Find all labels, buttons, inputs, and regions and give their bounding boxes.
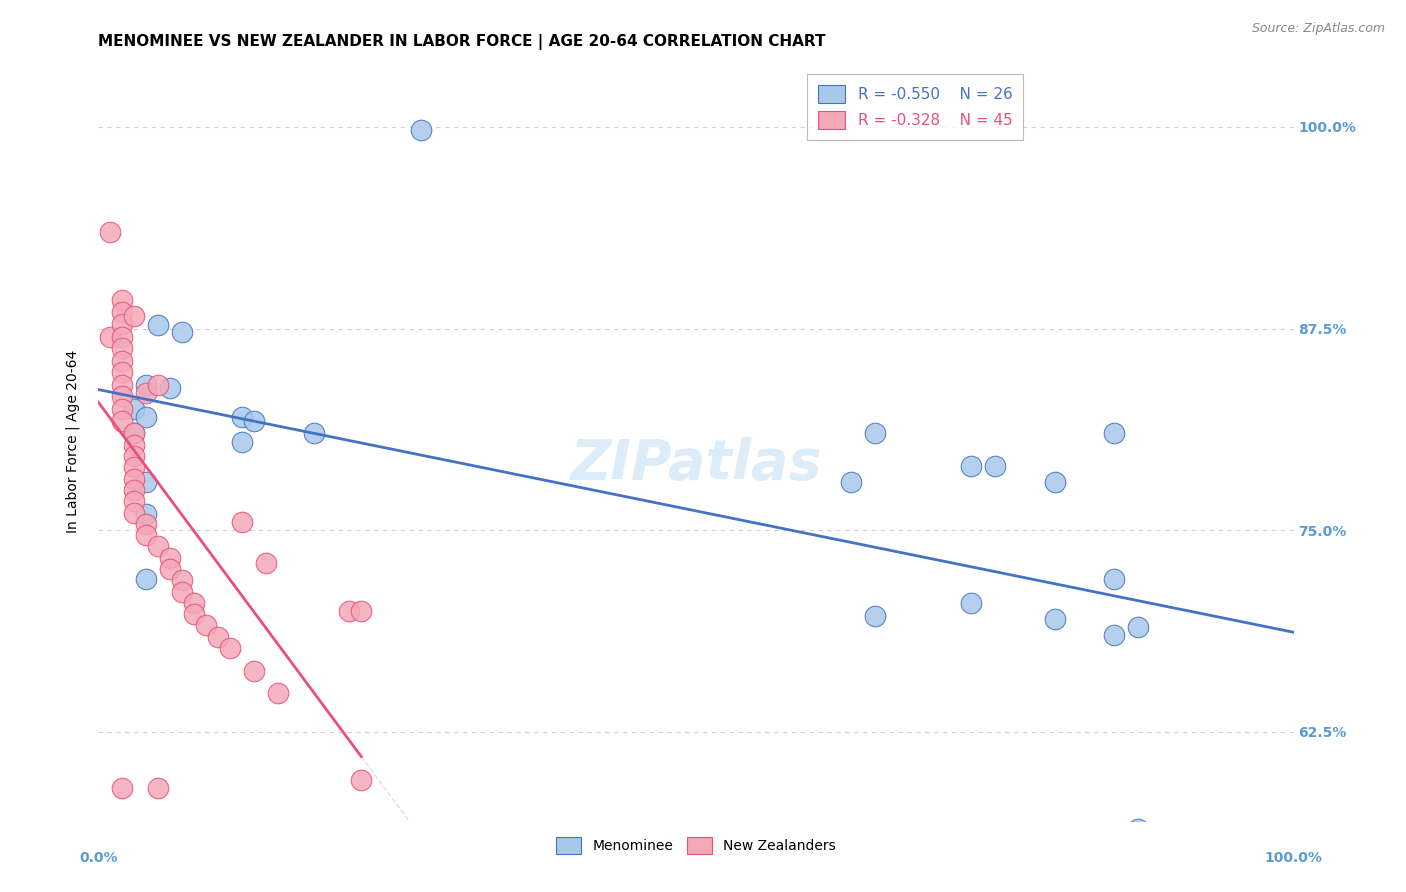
Point [231, 434, 253, 449]
Point [124, 426, 146, 441]
Point [135, 572, 157, 586]
Point [124, 494, 146, 508]
Point [183, 596, 205, 610]
Point [135, 410, 157, 425]
Point [148, 781, 170, 796]
Point [124, 449, 146, 463]
Point [960, 458, 983, 473]
Point [219, 640, 242, 655]
Point [148, 378, 170, 392]
Point [124, 506, 146, 520]
Point [984, 458, 1007, 473]
Point [124, 438, 146, 452]
Point [124, 402, 146, 417]
Point [159, 550, 181, 565]
Point [1104, 628, 1126, 642]
Point [841, 475, 863, 489]
Point [111, 341, 134, 355]
Text: 100.0%: 100.0% [1264, 851, 1323, 865]
Point [124, 309, 146, 323]
Point [124, 426, 146, 441]
Point [254, 556, 277, 570]
Point [195, 618, 218, 632]
Point [172, 325, 194, 339]
Point [865, 426, 887, 441]
Point [135, 507, 157, 521]
Point [98, 225, 122, 239]
Text: 0.0%: 0.0% [79, 851, 118, 865]
Point [135, 386, 157, 401]
Point [111, 389, 134, 403]
Point [98, 329, 122, 343]
Point [339, 604, 361, 618]
Point [350, 604, 373, 618]
Point [111, 305, 134, 319]
Text: Source: ZipAtlas.com: Source: ZipAtlas.com [1251, 22, 1385, 36]
Point [1128, 620, 1150, 634]
Point [1043, 612, 1066, 626]
Point [111, 329, 134, 343]
Point [111, 378, 134, 392]
Point [111, 413, 134, 427]
Point [183, 607, 205, 622]
Point [411, 123, 433, 137]
Point [1128, 822, 1150, 836]
Point [111, 293, 134, 307]
Point [111, 365, 134, 379]
Point [159, 381, 181, 395]
Text: MENOMINEE VS NEW ZEALANDER IN LABOR FORCE | AGE 20-64 CORRELATION CHART: MENOMINEE VS NEW ZEALANDER IN LABOR FORC… [98, 34, 825, 50]
Point [111, 317, 134, 331]
Point [135, 528, 157, 542]
Point [111, 402, 134, 417]
Y-axis label: In Labor Force | Age 20-64: In Labor Force | Age 20-64 [65, 350, 80, 533]
Point [135, 475, 157, 489]
Point [124, 472, 146, 486]
Text: ZIPatlas: ZIPatlas [571, 437, 821, 491]
Point [1080, 854, 1102, 868]
Point [243, 664, 266, 678]
Point [865, 608, 887, 623]
Point [207, 630, 229, 644]
Point [960, 596, 983, 610]
Point [231, 515, 253, 529]
Point [1104, 572, 1126, 586]
Point [111, 781, 134, 796]
Point [135, 378, 157, 392]
Point [111, 354, 134, 368]
Point [302, 426, 325, 441]
Point [148, 540, 170, 554]
Point [148, 318, 170, 333]
Point [172, 584, 194, 599]
Point [124, 460, 146, 475]
Point [1104, 426, 1126, 441]
Point [350, 773, 373, 788]
Legend: Menominee, New Zealanders: Menominee, New Zealanders [551, 831, 841, 859]
Point [1043, 475, 1066, 489]
Point [124, 483, 146, 497]
Point [172, 574, 194, 588]
Point [243, 413, 266, 427]
Point [267, 686, 290, 700]
Point [159, 562, 181, 576]
Point [231, 410, 253, 425]
Point [135, 516, 157, 531]
